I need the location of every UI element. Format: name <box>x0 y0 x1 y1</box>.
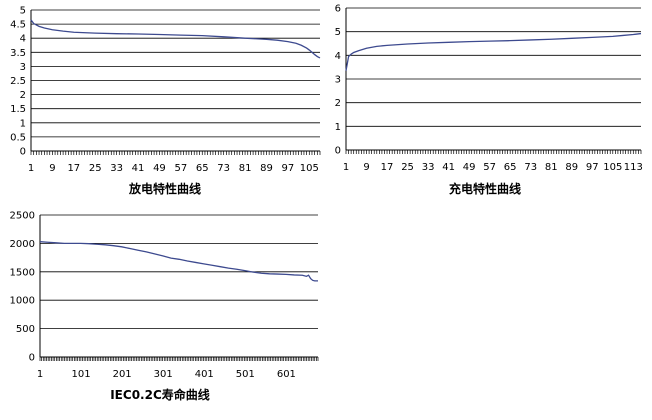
charge-x-tick-label: 113 <box>624 162 643 173</box>
discharge-x-tick-label: 57 <box>174 163 187 174</box>
charge-x-tick-label: 17 <box>381 162 394 173</box>
charge-x-minor-ticks <box>345 150 642 154</box>
charge-x-tick-label: 25 <box>401 162 414 173</box>
discharge-x-tick-label: 97 <box>282 163 295 174</box>
discharge-x-tick-label: 1 <box>28 163 34 174</box>
discharge-x-tick-label: 33 <box>110 163 123 174</box>
cycle-x-tick-label: 601 <box>277 369 296 380</box>
charge-series-line <box>345 32 642 71</box>
cycle-x-tick-label: 301 <box>154 369 173 380</box>
charge-y-tick-label: 1 <box>335 122 341 133</box>
discharge-y-tick-label: 0 <box>20 147 26 158</box>
discharge-x-tick-label: 89 <box>260 163 273 174</box>
discharge-x-tick-label: 41 <box>132 163 145 174</box>
discharge-y-tick-label: 5 <box>20 6 26 17</box>
charge-y-tick-label: 2 <box>335 98 341 109</box>
cycle-y-tick-label: 1500 <box>10 267 35 278</box>
discharge-y-tick-label: 3 <box>20 62 26 73</box>
cycle-y-tick-label: 1000 <box>10 296 35 307</box>
charge-y-tick-label: 5 <box>335 27 341 38</box>
cycle-x-tick-label: 501 <box>236 369 255 380</box>
discharge-y-tick-label: 1 <box>20 118 26 129</box>
charge-x-tick-label: 41 <box>442 162 455 173</box>
cycle-y-tick-label: 2500 <box>10 211 35 222</box>
discharge-x-tick-label: 25 <box>89 163 102 174</box>
discharge-x-tick-label: 9 <box>49 163 55 174</box>
discharge-y-tick-label: 4 <box>20 34 26 45</box>
cycle-series-line <box>39 241 318 282</box>
charge-x-tick-label: 65 <box>504 162 517 173</box>
charge-chart-title: 充电特性曲线 <box>449 181 521 196</box>
discharge-chart-title: 放电特性曲线 <box>128 181 201 196</box>
discharge-y-tick-label: 4.5 <box>10 20 26 31</box>
cycle-y-tick-label: 0 <box>29 353 35 364</box>
cycle-x-tick-label: 1 <box>37 369 43 380</box>
charge-y-tick-label: 4 <box>335 51 341 62</box>
discharge-series-line <box>30 19 321 59</box>
discharge-x-tick-label: 17 <box>67 163 80 174</box>
cycle-x-tick-label: 101 <box>72 369 91 380</box>
discharge-y-tick-label: 3.5 <box>10 48 26 59</box>
discharge-x-tick-label: 81 <box>239 163 252 174</box>
cycle-x-tick-label: 201 <box>113 369 132 380</box>
cycle-x-tick-label: 401 <box>195 369 214 380</box>
charge-x-tick-label: 97 <box>586 162 599 173</box>
discharge-x-tick-label: 105 <box>300 163 319 174</box>
cycle-chart-title: IEC0.2C寿命曲线 <box>110 387 210 402</box>
charge-y-tick-label: 3 <box>335 75 341 86</box>
charge-x-tick-label: 1 <box>343 162 349 173</box>
discharge-x-tick-label: 73 <box>217 163 230 174</box>
charge-x-tick-label: 9 <box>363 162 369 173</box>
charge-x-tick-label: 89 <box>565 162 578 173</box>
cycle-y-tick-label: 2000 <box>10 239 35 250</box>
charge-x-tick-label: 73 <box>524 162 537 173</box>
cycle-life-chart: 0 500 1000 1500 2000 2500 1 101 201 301 401 501 601 I… <box>10 211 319 402</box>
charge-x-tick-label: 81 <box>545 162 558 173</box>
cycle-x-minor-ticks <box>39 357 319 361</box>
charge-x-tick-label: 49 <box>463 162 476 173</box>
charge-x-tick-label: 33 <box>422 162 435 173</box>
charge-x-tick-label: 105 <box>603 162 622 173</box>
discharge-x-minor-ticks <box>30 151 321 155</box>
charge-x-tick-label: 57 <box>483 162 496 173</box>
discharge-y-tick-label: 2 <box>20 90 26 101</box>
charge-y-tick-label: 6 <box>335 4 341 15</box>
discharge-x-tick-label: 65 <box>196 163 209 174</box>
cycle-y-tick-label: 500 <box>16 324 35 335</box>
discharge-y-tick-label: 0.5 <box>10 132 26 143</box>
charge-y-tick-label: 0 <box>335 146 341 157</box>
discharge-chart: 0 0.5 1 1.5 2 2.5 3 3.5 4 4.5 5 1 9 17 25 33 41 49 57 65 73 8… <box>10 6 321 196</box>
discharge-y-tick-label: 2.5 <box>10 76 26 87</box>
discharge-x-tick-label: 49 <box>153 163 166 174</box>
discharge-y-tick-label: 1.5 <box>10 104 26 115</box>
